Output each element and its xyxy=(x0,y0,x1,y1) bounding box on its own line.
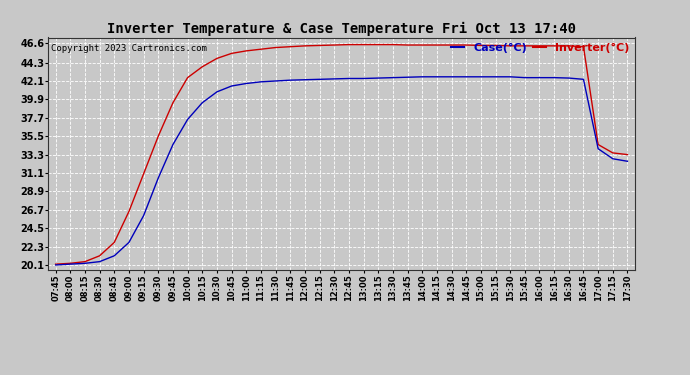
Text: Copyright 2023 Cartronics.com: Copyright 2023 Cartronics.com xyxy=(51,45,207,54)
Title: Inverter Temperature & Case Temperature Fri Oct 13 17:40: Inverter Temperature & Case Temperature … xyxy=(107,22,576,36)
Legend: Case(°C), Inverter(°C): Case(°C), Inverter(°C) xyxy=(451,43,629,53)
